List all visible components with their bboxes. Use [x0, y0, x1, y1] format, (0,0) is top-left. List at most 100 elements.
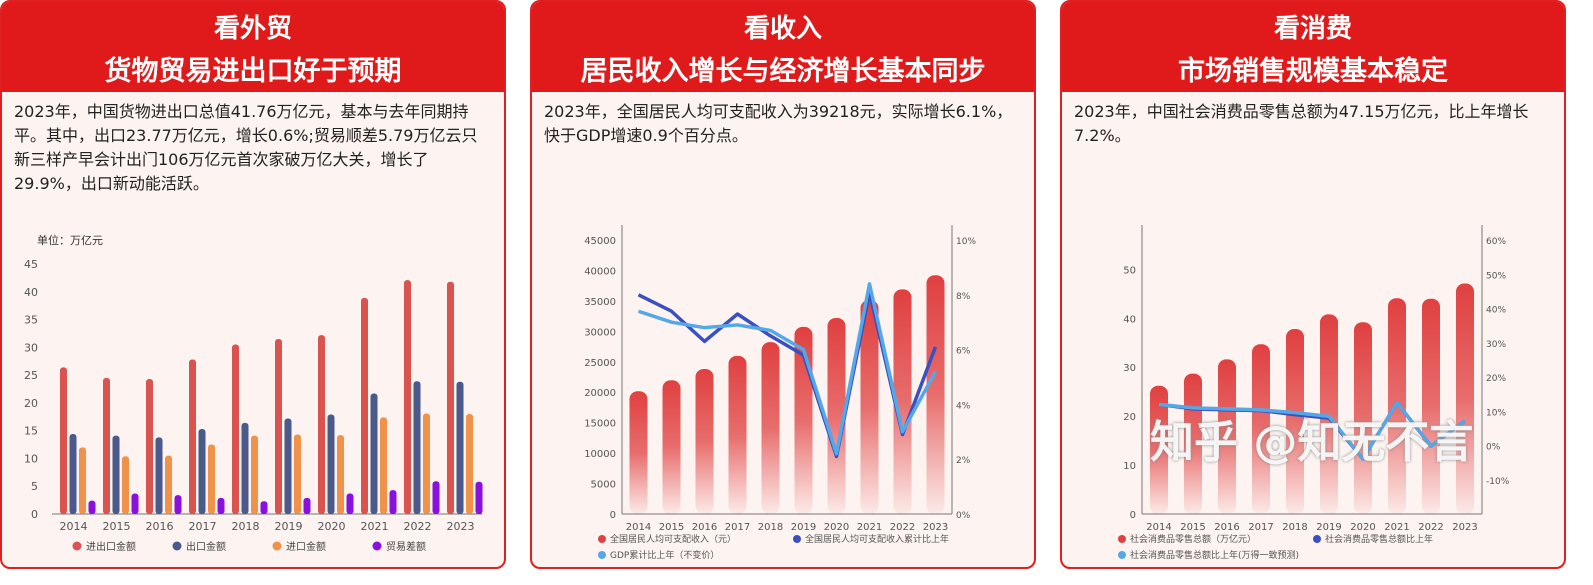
y2-tick-label: 2% — [956, 456, 971, 466]
y-tick-label: 35000 — [584, 297, 616, 308]
legend-label: GDP累计比上年（不变价） — [610, 549, 719, 561]
bar — [728, 355, 747, 514]
y-tick-label: 40 — [24, 286, 38, 299]
panel-text: 2023年，全国居民人均可支配收入为39218元，实际增长6.1%，快于GDP增… — [544, 102, 1013, 145]
series-line — [1158, 400, 1467, 461]
x-tick-label: 2018 — [232, 520, 260, 533]
y-tick-label: 40 — [1123, 314, 1136, 325]
bar — [103, 377, 110, 514]
legend-marker — [598, 551, 606, 559]
bar — [251, 435, 258, 514]
x-tick-label: 2017 — [189, 520, 217, 533]
bar — [662, 380, 681, 514]
bar — [1286, 329, 1304, 514]
y-tick-label: 0 — [610, 510, 616, 521]
bar — [165, 455, 172, 514]
x-tick-label: 2014 — [60, 520, 88, 533]
bar — [241, 422, 249, 514]
bar — [69, 434, 77, 514]
legend-marker — [72, 541, 82, 551]
bar — [926, 275, 945, 514]
y2-tick-label: 8% — [956, 292, 971, 302]
bar — [1388, 298, 1406, 514]
panel-header: 看消费 市场销售规模基本稳定 — [1062, 2, 1564, 92]
y-tick-label: 10000 — [584, 449, 616, 460]
bar — [827, 318, 846, 514]
series-line — [637, 282, 938, 456]
legend-label: 全国居民人均可支配收入累计比上年 — [805, 533, 949, 545]
unit-label: 单位：万亿元 — [37, 233, 103, 247]
bar — [174, 495, 182, 514]
bar — [284, 418, 292, 514]
bar — [466, 414, 473, 514]
x-tick-label: 2017 — [725, 522, 750, 533]
legend-label: 进出口金额 — [86, 540, 136, 553]
y-tick-label: 50 — [1123, 265, 1136, 276]
bar — [232, 344, 239, 514]
y-tick-label: 0 — [31, 508, 38, 521]
bar — [629, 391, 648, 514]
panel-title: 看收入 — [743, 14, 822, 44]
bar — [1252, 344, 1270, 514]
panel-text: 2023年，中国货物进出口总值41.76万亿元，基本与去年同期持平。其中，出口2… — [14, 102, 478, 193]
bar — [327, 414, 335, 514]
legend-label: 出口金额 — [186, 540, 226, 553]
bar — [423, 413, 430, 514]
x-tick-label: 2015 — [1180, 522, 1205, 533]
y-tick-label: 15 — [24, 425, 38, 438]
bar — [413, 381, 421, 514]
x-tick-label: 2022 — [890, 522, 915, 533]
bar — [208, 444, 215, 514]
bar — [1320, 314, 1338, 514]
y-tick-label: 15000 — [584, 419, 616, 430]
bar — [475, 481, 483, 514]
panel-subtitle: 货物贸易进出口好于预期 — [104, 56, 402, 87]
legend-label: 社会消费品零售总额（万亿元） — [1130, 533, 1256, 545]
watermark: 知乎 @知无不言 — [1150, 417, 1474, 468]
x-tick-label: 2016 — [1214, 522, 1239, 533]
bar — [456, 381, 464, 514]
x-tick-label: 2016 — [692, 522, 717, 533]
bar — [318, 335, 325, 514]
y2-tick-label: 0% — [1486, 443, 1501, 453]
bar — [380, 417, 387, 514]
bar — [303, 497, 311, 514]
y-tick-label: 25 — [24, 369, 38, 382]
y2-tick-label: 40% — [1486, 306, 1506, 316]
bar — [893, 289, 912, 514]
y-tick-label: 0 — [1130, 510, 1136, 521]
panel-income: 看收入 居民收入增长与经济增长基本同步 2023年，全国居民人均可支配收入为392… — [530, 0, 1036, 569]
bar — [1354, 322, 1372, 514]
x-tick-label: 2023 — [447, 520, 475, 533]
x-tick-label: 2016 — [146, 520, 174, 533]
y2-tick-label: 50% — [1486, 271, 1506, 281]
bar — [146, 379, 153, 514]
x-tick-label: 2022 — [1418, 522, 1443, 533]
bar — [1456, 283, 1474, 514]
x-tick-label: 2021 — [1384, 522, 1409, 533]
y2-tick-label: 20% — [1486, 374, 1506, 384]
bar — [60, 367, 67, 514]
legend-marker — [272, 541, 282, 551]
panel-text: 2023年，中国社会消费品零售总额为47.15万亿元，比上年增长7.2%。 — [1074, 102, 1529, 145]
y-tick-label: 10 — [1123, 461, 1136, 472]
y-tick-label: 20 — [24, 397, 38, 410]
bar — [79, 447, 86, 514]
legend-label: 贸易差额 — [386, 540, 426, 553]
x-tick-label: 2018 — [758, 522, 783, 533]
y-tick-label: 30000 — [584, 327, 616, 338]
y-tick-label: 5 — [31, 480, 38, 493]
x-tick-label: 2014 — [626, 522, 651, 533]
y-tick-label: 5000 — [591, 480, 616, 491]
y2-tick-label: 60% — [1486, 237, 1506, 247]
legend-label: 全国居民人均可支配收入（元） — [610, 533, 736, 545]
bar — [122, 456, 129, 514]
bar — [695, 368, 714, 514]
x-tick-label: 2015 — [659, 522, 684, 533]
bar — [761, 342, 780, 514]
legend-marker — [1118, 551, 1126, 559]
y-tick-label: 30 — [24, 341, 38, 354]
x-tick-label: 2022 — [404, 520, 432, 533]
bar — [337, 435, 344, 514]
legend-label: 社会消费品零售总额比上年 — [1325, 533, 1433, 545]
